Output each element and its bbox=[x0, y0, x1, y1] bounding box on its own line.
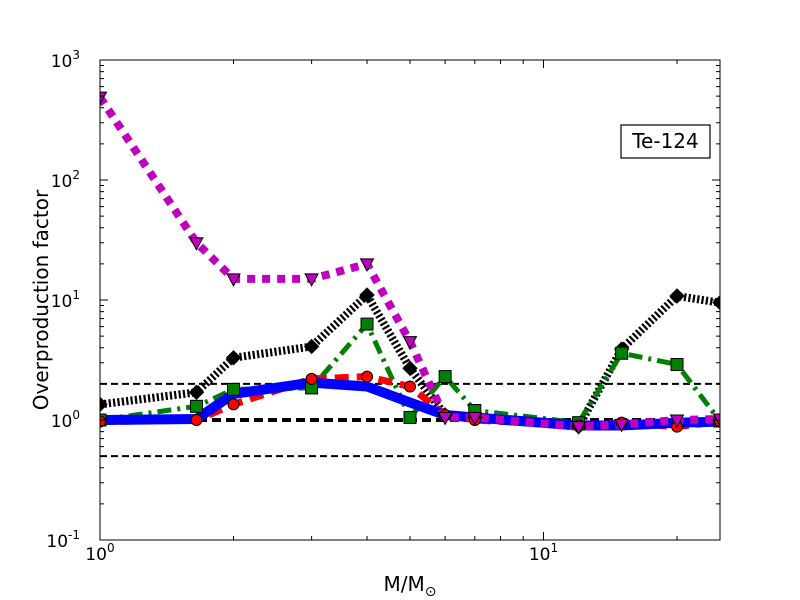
annotation-frame bbox=[620, 124, 711, 159]
y-tick-label-1: 100 bbox=[51, 408, 80, 432]
series-4-point-4 bbox=[359, 258, 375, 272]
series-0-point-0 bbox=[100, 396, 108, 413]
series-1-point-10 bbox=[670, 358, 684, 372]
series-1-point-9 bbox=[615, 346, 629, 360]
series-1-point-5 bbox=[403, 410, 417, 424]
series-markers bbox=[100, 91, 720, 435]
series-4-point-10 bbox=[669, 414, 685, 429]
annotation-label: Te-124 bbox=[631, 129, 699, 153]
series-0-point-10 bbox=[669, 288, 685, 304]
series-0-point-2 bbox=[225, 350, 242, 366]
series-2-point-4 bbox=[361, 370, 374, 383]
series-0-point-4 bbox=[359, 287, 375, 303]
annotation-box: Te-124 bbox=[620, 124, 711, 159]
series-1-point-1 bbox=[189, 399, 203, 413]
series-4-point-8 bbox=[571, 421, 586, 435]
series-1-point-4 bbox=[360, 317, 374, 331]
x-tick-label-0: 100 bbox=[85, 541, 114, 565]
series-0-point-1 bbox=[188, 384, 205, 401]
series-2-point-0 bbox=[100, 415, 106, 428]
series-4-point-3 bbox=[304, 273, 319, 287]
series-4-point-7 bbox=[467, 411, 483, 426]
series-2-point-3 bbox=[305, 372, 318, 385]
series-line-4 bbox=[100, 94, 720, 431]
series-4-point-6 bbox=[437, 411, 453, 426]
y-tick-label-2: 101 bbox=[51, 288, 80, 312]
axis-ticks bbox=[99, 59, 720, 541]
series-2-point-5 bbox=[404, 380, 416, 393]
y-axis-label: Overproduction factor bbox=[29, 189, 53, 410]
series-4-point-2 bbox=[226, 273, 241, 287]
series-1-point-6 bbox=[438, 370, 452, 384]
series-2-point-1 bbox=[190, 414, 203, 426]
series-line-1 bbox=[100, 321, 720, 426]
series-4-point-9 bbox=[614, 418, 629, 433]
series-4-point-0 bbox=[100, 91, 108, 106]
series-0-point-5 bbox=[402, 360, 418, 376]
y-tick-label-4: 103 bbox=[51, 48, 80, 72]
series-4-point-5 bbox=[402, 336, 418, 350]
x-tick-label-1: 101 bbox=[529, 541, 558, 565]
series-1-point-2 bbox=[227, 382, 241, 396]
series-2-point-2 bbox=[227, 398, 240, 411]
series-4-point-1 bbox=[189, 237, 204, 251]
y-tick-label-0: 10-1 bbox=[46, 528, 80, 552]
x-axis-label-subscript: ⊙ bbox=[425, 584, 437, 600]
series-0-point-3 bbox=[303, 338, 320, 355]
x-axis-label-main: M/M bbox=[384, 572, 425, 596]
y-tick-label-3: 102 bbox=[51, 168, 80, 192]
x-axis-label: M/M⊙ bbox=[384, 572, 437, 600]
series-lines bbox=[100, 94, 720, 431]
